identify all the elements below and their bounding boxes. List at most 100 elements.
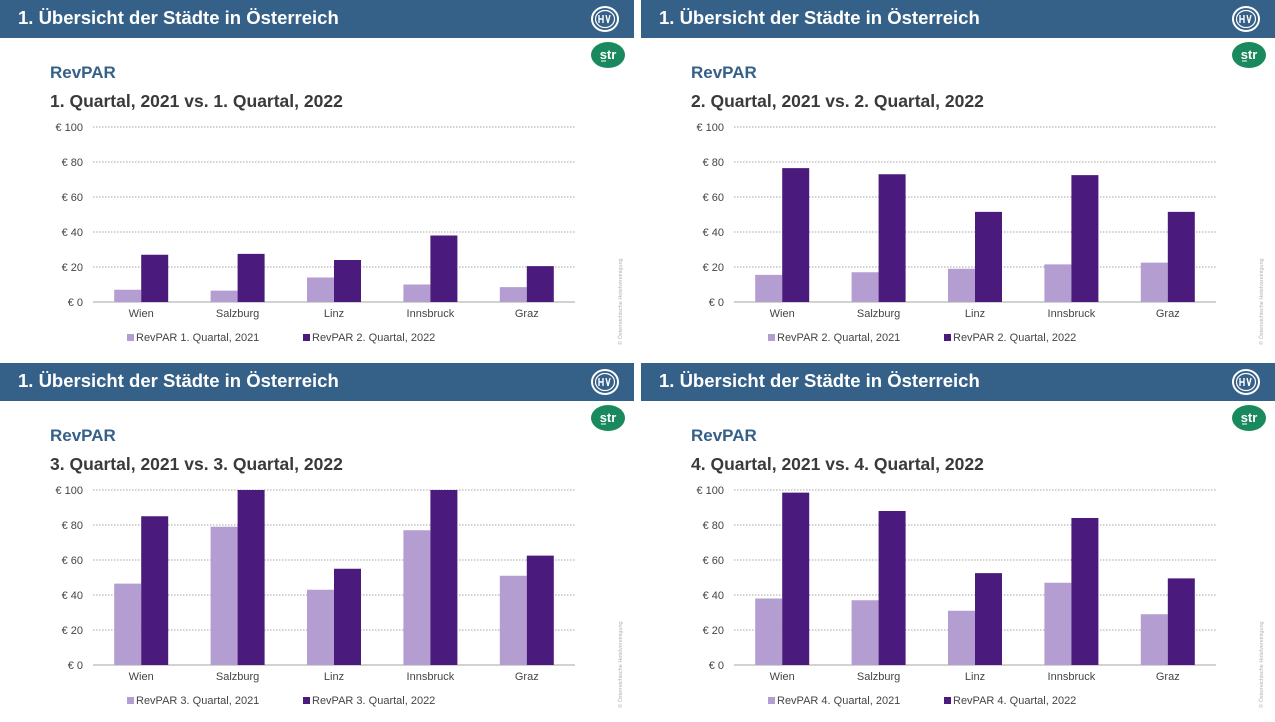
metric-title: RevPAR [691,63,757,82]
bar-chart: € 0 € 20 € 40 € 60 € 80 € 100 Wien Salzburg Linz… [696,122,1216,344]
bar [403,284,431,302]
metric-title: RevPAR [691,426,757,445]
bar [307,277,334,302]
y-tick-label: € 20 [703,625,724,637]
bar [237,490,265,665]
chart-subtitle: 4. Quartal, 2021 vs. 4. Quartal, 2022 [691,454,984,474]
y-tick-label: € 40 [62,590,83,602]
copyright-note: © Österreichische Hotelvereinigung [1259,258,1265,345]
y-tick-label: € 40 [62,227,83,239]
bar [975,573,1002,665]
bar [1044,582,1072,665]
legend-label: RevPAR 4. Quartal, 2021 [777,695,900,707]
x-tick-label: Wien [770,308,795,320]
bar [499,575,527,665]
y-tick-label: € 60 [703,192,724,204]
header-title: 1. Übersicht der Städte in Österreich [18,370,339,391]
panel-header: 1. Übersicht der Städte in Österreich [0,0,634,38]
bar [334,260,361,302]
bar [334,568,361,665]
str-logo-text: str [1241,47,1258,62]
y-tick-label: € 20 [703,262,724,274]
bar [210,526,238,665]
legend-swatch [944,697,951,704]
bar-chart: € 0 € 20 € 40 € 60 € 80 € 100 Wien Salzburg Linz… [55,485,575,707]
bar [948,268,975,302]
bar [430,490,458,665]
legend-label: RevPAR 1. Quartal, 2021 [136,332,259,344]
panel-header: 1. Übersicht der Städte in Österreich [641,0,1275,38]
y-tick-label: € 20 [62,262,83,274]
x-tick-label: Graz [515,308,539,320]
x-tick-label: Salzburg [857,308,900,320]
str-logo-text: str [600,410,617,425]
bar [878,174,906,302]
y-tick-label: € 100 [696,122,724,134]
legend-label: RevPAR 2. Quartal, 2022 [953,332,1076,344]
bar [975,211,1002,302]
panel-header: 1. Übersicht der Städte in Österreich [641,363,1275,401]
y-tick-label: € 0 [68,297,83,309]
x-tick-label: Wien [129,308,154,320]
y-tick-label: € 40 [703,590,724,602]
metric-title: RevPAR [50,63,116,82]
x-tick-label: Graz [515,671,539,683]
legend-label: RevPAR 4. Quartal, 2022 [953,695,1076,707]
bar [526,266,554,302]
legend-label: RevPAR 3. Quartal, 2021 [136,695,259,707]
bar [307,589,334,665]
y-tick-label: € 80 [62,157,83,169]
x-tick-label: Wien [129,671,154,683]
str-logo-text: str [1241,410,1258,425]
y-tick-label: € 80 [62,520,83,532]
legend-swatch [127,697,134,704]
bar [1167,578,1195,665]
chart-panel: 1. Übersicht der Städte in Österreich st… [0,0,634,359]
oehv-logo-icon [1232,6,1260,32]
y-tick-label: € 0 [709,297,724,309]
chart-subtitle: 3. Quartal, 2021 vs. 3. Quartal, 2022 [50,454,343,474]
str-logo: str [591,405,625,431]
y-tick-label: € 100 [696,485,724,497]
x-tick-label: Salzburg [857,671,900,683]
x-tick-label: Innsbruck [407,308,455,320]
y-tick-label: € 60 [703,555,724,567]
x-tick-label: Linz [965,671,985,683]
bar [1140,262,1168,302]
y-tick-label: € 0 [68,660,83,672]
header-title: 1. Übersicht der Städte in Österreich [659,7,980,28]
x-tick-label: Wien [770,671,795,683]
bar [1071,175,1099,302]
y-tick-label: € 40 [703,227,724,239]
bar [210,290,238,302]
metric-title: RevPAR [50,426,116,445]
bar [1044,264,1072,302]
chart-panel: 1. Übersicht der Städte in Österreich st… [641,363,1275,722]
legend-swatch [303,697,310,704]
x-tick-label: Graz [1156,671,1180,683]
str-logo-text: str [600,47,617,62]
legend-swatch [303,334,310,341]
x-tick-label: Salzburg [216,308,259,320]
oehv-logo-icon [591,369,619,395]
bar [1140,614,1168,665]
bar [948,610,975,665]
bar [1167,211,1195,302]
bar-chart: € 0 € 20 € 40 € 60 € 80 € 100 Wien Salzburg Linz… [55,122,575,344]
bar [141,254,169,302]
panel-header: 1. Übersicht der Städte in Österreich [0,363,634,401]
copyright-note: © Österreichische Hotelvereinigung [618,621,624,708]
bar [851,272,879,302]
copyright-note: © Österreichische Hotelvereinigung [1259,621,1265,708]
y-tick-label: € 60 [62,555,83,567]
chart-subtitle: 2. Quartal, 2021 vs. 2. Quartal, 2022 [691,91,984,111]
bar [782,168,810,302]
bar [755,598,783,665]
legend-swatch [768,334,775,341]
chart-panel: 1. Übersicht der Städte in Österreich st… [641,0,1275,359]
y-tick-label: € 100 [55,122,83,134]
y-tick-label: € 80 [703,520,724,532]
y-tick-label: € 80 [703,157,724,169]
x-tick-label: Innsbruck [407,671,455,683]
header-title: 1. Übersicht der Städte in Österreich [18,7,339,28]
